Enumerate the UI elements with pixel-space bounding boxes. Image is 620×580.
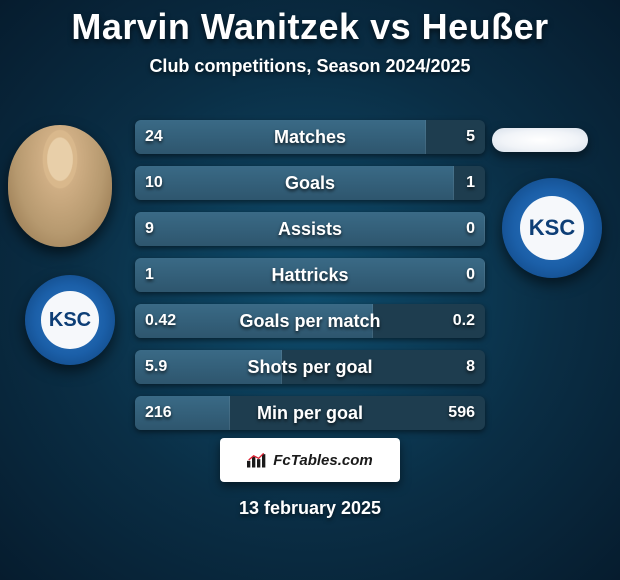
bars-icon <box>247 452 267 468</box>
player-right-placeholder <box>492 128 588 152</box>
source-text: FcTables.com <box>273 452 372 469</box>
stat-value-right: 0 <box>466 212 475 246</box>
stat-row: 0.42Goals per match0.2 <box>135 304 485 338</box>
stat-value-right: 1 <box>466 166 475 200</box>
stat-row: 24Matches5 <box>135 120 485 154</box>
stat-label: Shots per goal <box>135 350 485 384</box>
comparison-bars: 24Matches510Goals19Assists01Hattricks00.… <box>135 120 485 442</box>
stat-label: Min per goal <box>135 396 485 430</box>
page-subtitle: Club competitions, Season 2024/2025 <box>0 56 620 77</box>
stat-value-right: 596 <box>448 396 475 430</box>
footer-date: 13 february 2025 <box>0 498 620 519</box>
stat-label: Assists <box>135 212 485 246</box>
page-title: Marvin Wanitzek vs Heußer <box>0 6 620 48</box>
source-badge: FcTables.com <box>220 438 400 482</box>
club-badge-right: KSC <box>502 178 602 278</box>
stat-label: Hattricks <box>135 258 485 292</box>
stat-row: 9Assists0 <box>135 212 485 246</box>
stat-row: 5.9Shots per goal8 <box>135 350 485 384</box>
club-badge-right-text: KSC <box>520 196 584 260</box>
comparison-card: Marvin Wanitzek vs Heußer Club competiti… <box>0 0 620 580</box>
club-badge-left: KSC <box>25 275 115 365</box>
stat-row: 1Hattricks0 <box>135 258 485 292</box>
stat-value-right: 5 <box>466 120 475 154</box>
stat-label: Goals per match <box>135 304 485 338</box>
stat-row: 10Goals1 <box>135 166 485 200</box>
stat-value-right: 8 <box>466 350 475 384</box>
stat-value-right: 0 <box>466 258 475 292</box>
stat-label: Matches <box>135 120 485 154</box>
player-left-avatar <box>8 125 112 247</box>
stat-row: 216Min per goal596 <box>135 396 485 430</box>
club-badge-left-text: KSC <box>41 291 99 349</box>
stat-label: Goals <box>135 166 485 200</box>
stat-value-right: 0.2 <box>453 304 475 338</box>
